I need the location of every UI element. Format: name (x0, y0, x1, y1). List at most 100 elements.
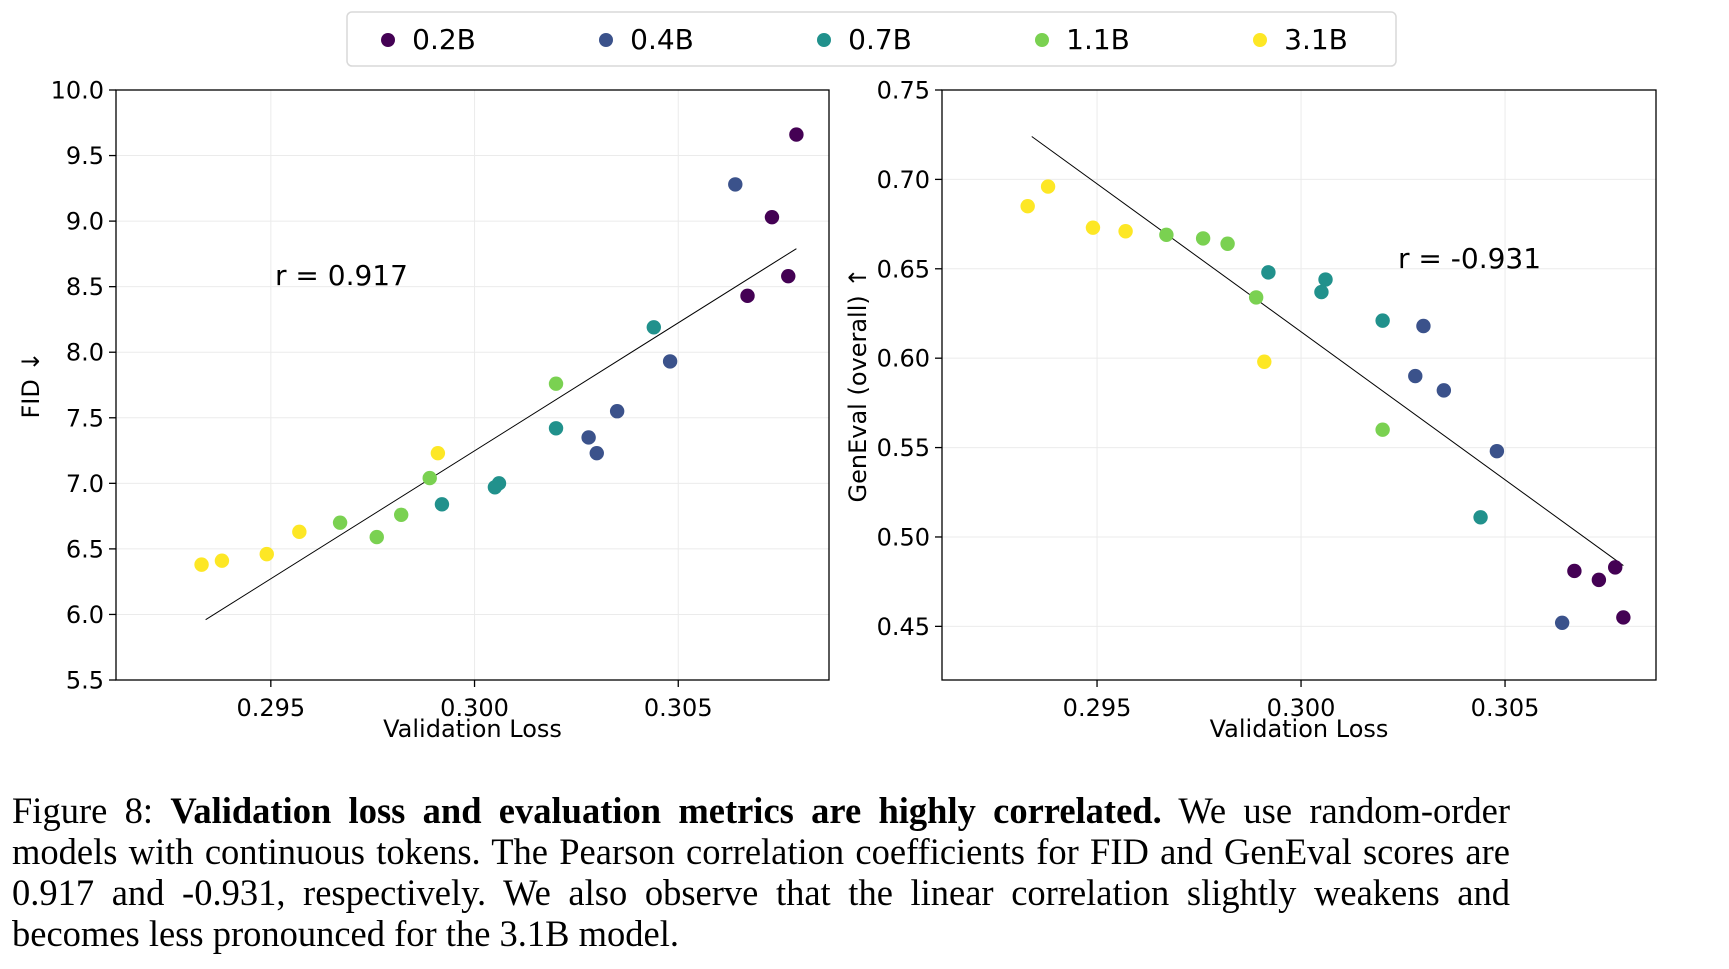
legend-label: 3.1B (1284, 23, 1348, 56)
data-point-0.7B (487, 480, 503, 495)
caption-label: Figure 8: (12, 790, 153, 831)
y-tick-label: 0.45 (877, 613, 930, 641)
data-point-0.7B (434, 497, 450, 512)
x-tick-label: 0.300 (1267, 694, 1336, 722)
x-tick-label: 0.300 (440, 694, 509, 722)
legend-marker (817, 33, 831, 47)
figure: 0.2B 0.4B 0.7B 1.1B 3.1B 0.295 0.300 0.305 5.5 6… (17, 11, 1657, 743)
y-tick-label: 9.0 (66, 208, 104, 236)
y-tick-label: 0.65 (877, 255, 930, 283)
data-point-3.1B (194, 557, 209, 572)
data-point-1.1B (422, 470, 437, 486)
data-point-0.4B (609, 404, 625, 419)
legend-frame (346, 11, 1397, 67)
fid-plot: 0.295 0.300 0.305 5.5 6.0 6.5 7.0 7.5 8.0 8.5 9.0 9… (17, 77, 830, 743)
data-point-0.4B (1489, 443, 1505, 459)
data-point-3.1B (1020, 199, 1035, 214)
data-point-3.1B (214, 553, 230, 568)
fid-y-axis-label: FID ↓ (17, 351, 45, 418)
legend-label: 0.7B (848, 23, 912, 56)
x-tick-label: 0.305 (644, 694, 713, 722)
geneval-plot-area (942, 90, 1656, 680)
legend-item-0.7B: 0.7B (817, 23, 912, 56)
data-point-1.1B (1220, 236, 1235, 251)
data-point-0.4B (581, 430, 596, 445)
caption-bold-title: Validation loss and evaluation metrics a… (170, 790, 1162, 831)
y-tick-label: 8.0 (66, 339, 104, 367)
legend-item-3.1B: 3.1B (1253, 23, 1348, 56)
legend-marker (1253, 33, 1267, 47)
legend: 0.2B 0.4B 0.7B 1.1B 3.1B (346, 11, 1397, 67)
y-tick-label: 6.5 (66, 535, 104, 563)
data-point-0.4B (1408, 368, 1423, 384)
data-point-0.7B (1375, 313, 1390, 328)
data-point-0.4B (1436, 383, 1452, 398)
y-tick-label: 0.50 (877, 523, 930, 551)
geneval-plot: 0.295 0.300 0.305 0.45 0.50 0.55 0.60 0.65 0.70 0… (844, 77, 1657, 743)
data-point-1.1B (548, 376, 564, 391)
geneval-plot-frame (941, 89, 1657, 681)
data-point-0.2B (1591, 572, 1607, 588)
y-tick-label: 7.5 (66, 404, 104, 432)
data-point-1.1B (1195, 231, 1211, 246)
y-tick-label: 0.55 (877, 434, 930, 462)
data-point-3.1B (1118, 224, 1133, 239)
x-tick-label: 0.295 (236, 694, 305, 722)
figure-caption: Figure 8: Validation loss and evaluation… (12, 790, 1510, 954)
data-point-1.1B (1375, 422, 1390, 437)
caption-text: We use random-order models with continuo… (12, 790, 1511, 954)
y-tick-label: 6.0 (66, 601, 104, 629)
legend-marker (381, 33, 395, 47)
data-point-0.7B (1318, 272, 1333, 287)
data-point-0.4B (728, 177, 743, 192)
geneval-r-annotation: r = -0.931 (1398, 242, 1541, 275)
data-point-3.1B (1085, 220, 1101, 235)
data-point-0.4B (1416, 318, 1431, 334)
data-point-0.2B (1616, 610, 1631, 625)
geneval-y-axis-label: GenEval (overall) ↑ (844, 268, 872, 503)
y-tick-label: 0.60 (877, 345, 930, 373)
fid-plot-frame (115, 89, 830, 681)
data-point-0.2B (1608, 560, 1623, 575)
data-point-0.7B (1261, 265, 1276, 280)
regression-line (1031, 136, 1624, 566)
x-tick-label: 0.305 (1471, 694, 1540, 722)
legend-item-0.4B: 0.4B (599, 23, 694, 56)
data-point-0.7B (646, 320, 662, 335)
y-tick-label: 9.5 (66, 142, 104, 170)
legend-item-1.1B: 1.1B (1035, 23, 1130, 56)
data-point-3.1B (259, 546, 274, 562)
data-point-0.2B (1567, 563, 1582, 579)
y-tick-label: 8.5 (66, 273, 104, 301)
y-tick-label: 5.5 (66, 667, 104, 695)
data-point-1.1B (332, 515, 348, 530)
data-point-0.4B (662, 354, 678, 369)
data-point-1.1B (1248, 290, 1264, 305)
fid-r-annotation: r = 0.917 (275, 259, 408, 292)
regression-line (205, 248, 797, 621)
legend-marker (599, 33, 613, 47)
legend-label: 0.4B (630, 23, 694, 56)
data-point-3.1B (292, 524, 307, 540)
data-point-3.1B (1040, 179, 1056, 194)
y-tick-label: 0.75 (877, 77, 930, 105)
data-point-0.2B (789, 127, 804, 142)
data-point-0.4B (1554, 615, 1570, 630)
y-tick-label: 0.70 (877, 166, 930, 194)
data-point-0.7B (1473, 510, 1488, 525)
data-point-1.1B (369, 529, 384, 545)
data-point-1.1B (1159, 227, 1174, 243)
data-point-1.1B (394, 507, 409, 522)
y-tick-label: 10.0 (51, 77, 104, 105)
data-point-0.2B (764, 209, 780, 225)
fid-x-axis-label: Validation Loss (383, 715, 562, 743)
data-point-0.2B (781, 268, 796, 284)
data-point-0.7B (548, 421, 564, 436)
data-point-0.7B (1314, 284, 1329, 300)
legend-label: 0.2B (412, 23, 476, 56)
data-point-0.2B (740, 288, 755, 304)
data-point-3.1B (1257, 354, 1272, 369)
fid-plot-area (116, 90, 829, 680)
geneval-x-axis-label: Validation Loss (1210, 715, 1389, 743)
legend-item-0.2B: 0.2B (381, 23, 476, 56)
